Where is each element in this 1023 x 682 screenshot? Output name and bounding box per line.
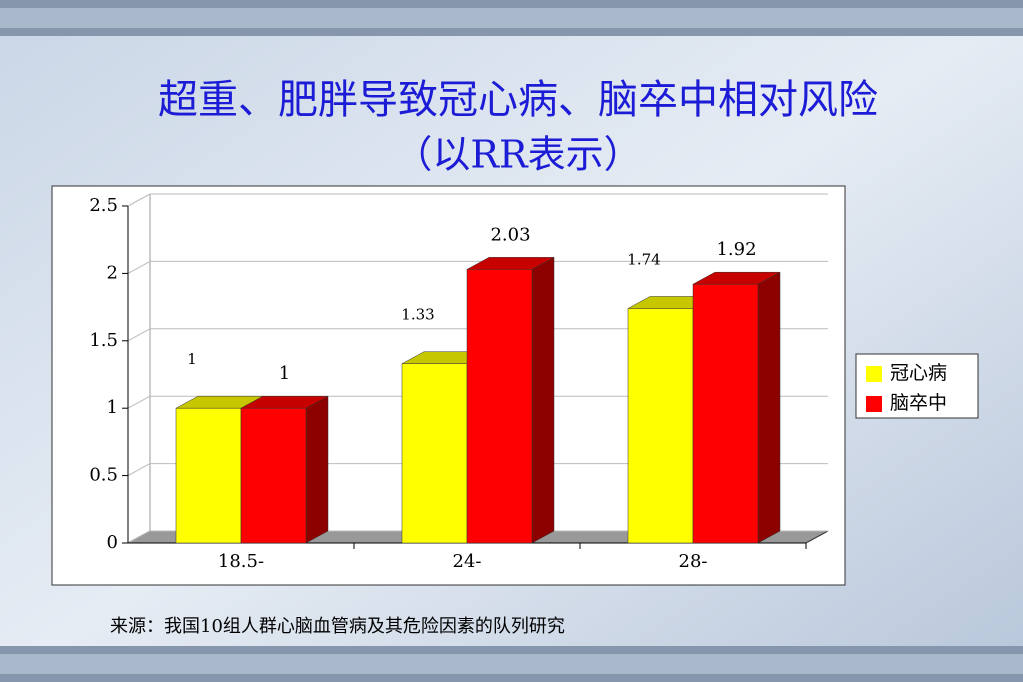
y-tick-label: 2 [107, 262, 118, 283]
bar-front [240, 407, 307, 544]
bar-front [401, 363, 468, 544]
y-tick-label: 2.5 [89, 195, 118, 216]
legend-label: 冠心病 [890, 362, 947, 384]
chart-title: 超重、肥胖导致冠心病、脑卒中相对风险 [158, 77, 878, 123]
value-label: 1.74 [627, 250, 660, 268]
grid-diag [127, 193, 151, 207]
bar-front [175, 407, 242, 544]
grid-diag [127, 395, 151, 409]
x-tick-label: 28- [679, 551, 708, 572]
grid-diag [127, 463, 151, 477]
bottom-band-inner [0, 654, 1023, 674]
legend-label: 脑卒中 [890, 392, 947, 414]
value-label: 1 [279, 363, 290, 384]
grid-diag [127, 260, 151, 274]
y-tick-label: 0 [107, 532, 118, 553]
bar-front [627, 308, 694, 544]
bar-side [757, 271, 781, 544]
bar-front [692, 283, 759, 544]
chart-subtitle: （以RR表示） [394, 133, 641, 177]
legend-box [855, 353, 979, 419]
bar [240, 395, 329, 544]
value-label: 2.03 [490, 224, 530, 245]
top-band-inner [0, 8, 1023, 28]
source-note: 来源：我国10组人群心脑血管病及其危险因素的队列研究 [110, 616, 565, 637]
grid-diag [127, 328, 151, 342]
y-tick-label: 1 [107, 397, 118, 418]
bar [692, 271, 781, 544]
bar [466, 256, 555, 544]
bar-side [531, 256, 555, 544]
value-label: 1.92 [716, 239, 756, 260]
grid-diag [127, 530, 151, 544]
x-tick-label: 18.5- [218, 551, 264, 572]
bar-side [305, 395, 329, 544]
y-tick-label: 0.5 [89, 465, 118, 486]
value-label: 1 [187, 350, 197, 368]
legend-swatch [866, 396, 882, 412]
legend-swatch [866, 366, 882, 382]
x-tick-label: 24- [453, 551, 482, 572]
bar-front [466, 269, 533, 544]
value-label: 1.33 [401, 306, 434, 324]
y-tick-label: 1.5 [89, 330, 118, 351]
